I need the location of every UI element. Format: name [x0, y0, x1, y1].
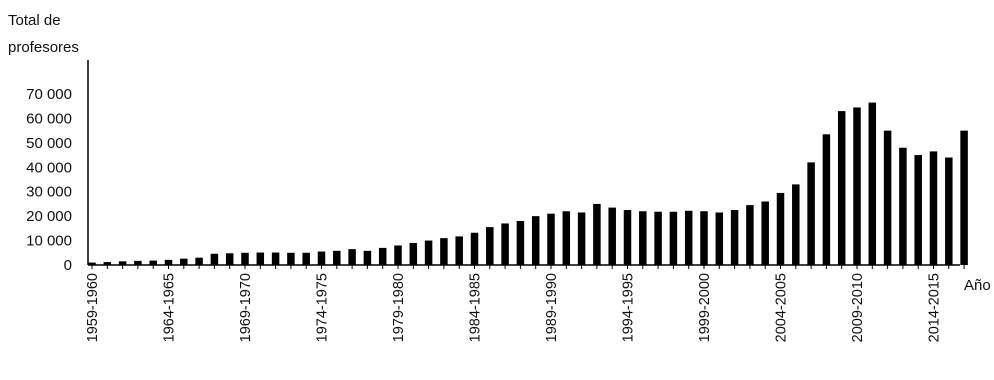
bar: [807, 162, 815, 265]
x-axis-ticks: 1959-1960 1964-1965 1969-1970 1974-1975 1979…: [85, 265, 964, 342]
x-tick-label: 1984-1985: [468, 273, 484, 342]
bar: [501, 223, 509, 265]
bar: [425, 241, 433, 265]
y-axis-ticks: 0 10 000 20 000 30 000 40 000 50 000 60 000 70 …: [26, 86, 72, 274]
y-tick-label: 10 000: [26, 233, 72, 250]
x-tick-label: 2004-2005: [774, 273, 790, 342]
bar: [685, 211, 693, 265]
y-tick-label: 50 000: [26, 135, 72, 152]
bar: [578, 212, 586, 265]
bar: [272, 253, 280, 265]
bar: [563, 211, 571, 265]
bar: [823, 134, 831, 265]
bar: [639, 211, 647, 265]
bar: [257, 253, 265, 265]
y-tick-label: 0: [64, 257, 72, 274]
bar: [486, 227, 494, 265]
x-tick-label: 1999-2000: [697, 273, 713, 342]
bar: [670, 212, 678, 265]
bar: [761, 201, 769, 265]
bar: [914, 155, 922, 265]
bar: [287, 253, 295, 265]
bar: [379, 248, 387, 265]
bar: [547, 214, 555, 265]
bar: [853, 107, 861, 265]
bar: [180, 259, 188, 265]
bar: [700, 211, 708, 265]
bar: [746, 205, 754, 265]
bar: [410, 243, 418, 265]
bar: [608, 208, 616, 265]
bar: [945, 158, 953, 265]
bar: [838, 111, 846, 265]
y-axis-title-line-1: Total de: [8, 12, 61, 29]
bar: [532, 216, 540, 265]
y-tick-label: 70 000: [26, 86, 72, 103]
y-tick-label: 60 000: [26, 110, 72, 127]
x-tick-label: 2014-2015: [927, 273, 943, 342]
bar: [440, 238, 448, 265]
bar: [455, 236, 463, 265]
x-tick-label: 1989-1990: [544, 273, 560, 342]
bar: [241, 253, 249, 265]
x-tick-label: 1994-1995: [621, 273, 637, 342]
bar: [517, 221, 525, 265]
bar: [302, 253, 310, 265]
bar: [165, 260, 173, 265]
bar: [792, 184, 800, 265]
x-tick-label: 1979-1980: [391, 273, 407, 342]
y-tick-label: 20 000: [26, 208, 72, 225]
x-axis-title: Año: [964, 277, 991, 294]
bars: [88, 103, 968, 265]
y-axis-title-line-2: profesores: [8, 39, 79, 56]
bar: [777, 193, 785, 265]
bar: [471, 233, 479, 265]
x-tick-label: 1959-1960: [85, 273, 101, 342]
x-tick-label: 1964-1965: [162, 273, 178, 342]
bar: [333, 251, 341, 265]
bar: [716, 212, 724, 265]
bar: [624, 210, 632, 265]
bar: [930, 151, 938, 265]
x-tick-label: 1969-1970: [238, 273, 254, 342]
bar: [899, 148, 907, 265]
bar: [731, 210, 739, 265]
bar: [394, 245, 402, 265]
bar: [884, 131, 892, 265]
bar: [348, 249, 356, 265]
x-tick-label: 1974-1975: [315, 273, 331, 342]
bar: [654, 212, 662, 265]
y-tick-label: 40 000: [26, 159, 72, 176]
bar: [960, 131, 968, 265]
bar: [226, 253, 234, 265]
bar: [364, 251, 372, 265]
y-tick-label: 30 000: [26, 184, 72, 201]
bar: [318, 252, 326, 265]
bar: [593, 204, 601, 265]
bar: [869, 103, 877, 265]
bar: [211, 254, 219, 265]
bar: [195, 258, 203, 265]
x-tick-label: 2009-2010: [850, 273, 866, 342]
